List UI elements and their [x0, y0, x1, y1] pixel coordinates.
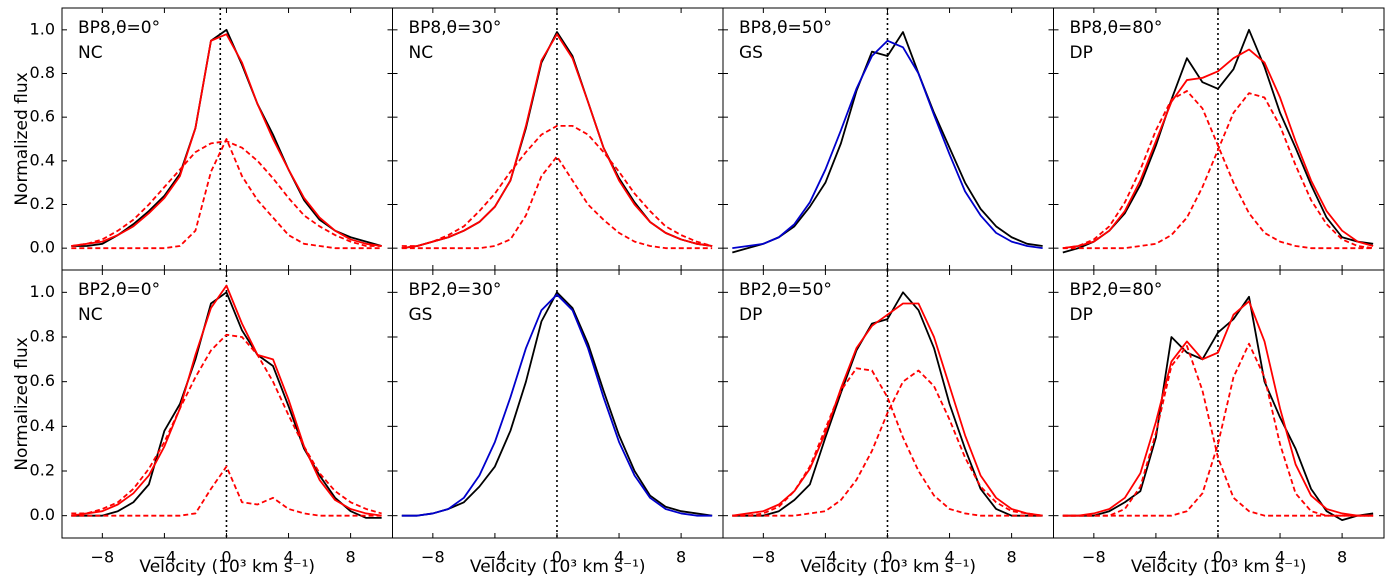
x-tick-label: 8 [346, 548, 356, 567]
panel-class: DP [1070, 305, 1093, 325]
y-axis-label: Normalized flux [12, 337, 32, 470]
plot-area [71, 270, 382, 538]
component-line [71, 465, 382, 517]
x-tick-label: −8 [91, 548, 115, 567]
x-tick-label: −8 [752, 548, 776, 567]
x-tick-label: 8 [1007, 548, 1017, 567]
x-axis-label: Velocity (10³ km s⁻¹) [800, 557, 976, 577]
y-tick-label: 0.8 [30, 63, 55, 82]
panel-class: DP [739, 305, 762, 325]
x-tick-label: 8 [676, 548, 686, 567]
panel-class: NC [409, 43, 434, 63]
x-tick-label: −4 [153, 548, 177, 567]
component-line [401, 125, 713, 247]
x-tick-label: −8 [1082, 548, 1106, 567]
x-tick-label: 4 [283, 548, 293, 567]
panel-label: BP8,θ=50° [739, 18, 832, 38]
panel-label: BP2,θ=50° [739, 280, 832, 300]
y-tick-label: 0.2 [30, 461, 55, 480]
y-axis-label: Normalized flux [12, 72, 32, 205]
x-tick-label: 0 [882, 548, 892, 567]
spectrum-line [71, 284, 382, 517]
plot-area [732, 8, 1043, 270]
spectrum-line [71, 33, 382, 247]
panel-label: BP8,θ=30° [409, 18, 502, 38]
component-line [71, 333, 382, 515]
y-tick-label: 0.6 [30, 107, 55, 126]
component-line [1062, 90, 1374, 250]
spectrum-line [732, 302, 1043, 517]
x-tick-label: −4 [483, 548, 507, 567]
plot-area [401, 270, 713, 538]
plot-area [1062, 8, 1374, 270]
component-line [401, 155, 713, 250]
x-tick-label: −4 [1144, 548, 1168, 567]
x-tick-label: −4 [814, 548, 838, 567]
component-line [71, 138, 382, 250]
plot-area [71, 8, 382, 270]
spectrum-line [732, 291, 1043, 517]
spectrum-line [1062, 300, 1374, 517]
panel-label: BP8,θ=80° [1070, 18, 1163, 38]
spectrum-line [401, 33, 713, 250]
panel-class: GS [409, 305, 433, 325]
component-line [1062, 345, 1374, 517]
spectrum-line [71, 291, 382, 519]
y-tick-label: 0.2 [30, 194, 55, 213]
x-tick-label: −8 [421, 548, 445, 567]
y-tick-label: 1.0 [30, 282, 55, 301]
y-tick-label: 0.8 [30, 327, 55, 346]
x-tick-label: 0 [221, 548, 231, 567]
spectrum-line [401, 293, 713, 517]
x-tick-label: 4 [614, 548, 624, 567]
panel-label: BP2,θ=30° [409, 280, 502, 300]
component-line [1062, 342, 1374, 517]
plot-area [732, 270, 1043, 538]
panel-class: NC [78, 305, 103, 325]
spectrum-line [1062, 48, 1374, 250]
x-tick-label: 0 [1213, 548, 1223, 567]
y-tick-label: 0.0 [30, 505, 55, 524]
x-tick-label: 0 [552, 548, 562, 567]
component-line [732, 367, 1043, 517]
plot-area [401, 8, 713, 270]
x-tick-label: 8 [1337, 548, 1347, 567]
component-line [1062, 92, 1374, 250]
x-tick-label: 4 [1275, 548, 1285, 567]
panel-label: BP2,θ=0° [78, 280, 160, 300]
component-line [71, 140, 382, 247]
x-axis-label: Velocity (10³ km s⁻¹) [470, 557, 646, 577]
x-axis-label: Velocity (10³ km s⁻¹) [139, 557, 315, 577]
x-tick-label: 4 [944, 548, 954, 567]
x-axis-label: Velocity (10³ km s⁻¹) [1131, 557, 1307, 577]
y-tick-label: 0.4 [30, 150, 55, 169]
panel-label: BP8,θ=0° [78, 18, 160, 38]
panel-class: GS [739, 43, 763, 63]
component-line [732, 369, 1043, 517]
spectrum-line [71, 28, 382, 247]
y-tick-label: 0.6 [30, 371, 55, 390]
panel-class: DP [1070, 43, 1093, 63]
panel-class: NC [78, 43, 103, 63]
y-tick-label: 1.0 [30, 19, 55, 38]
y-tick-label: 0.4 [30, 416, 55, 435]
spectrum-line [732, 39, 1043, 250]
panel-frame [1053, 269, 1385, 539]
spectrum-line [401, 291, 713, 517]
plot-area [1062, 270, 1374, 538]
y-tick-label: 0.0 [30, 238, 55, 257]
panel-label: BP2,θ=80° [1070, 280, 1163, 300]
